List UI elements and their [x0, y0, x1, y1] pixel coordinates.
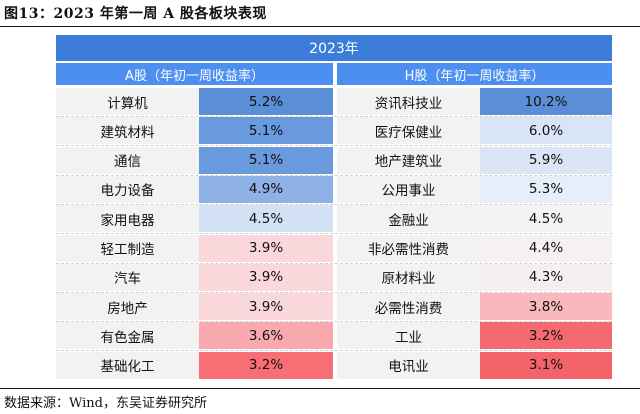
table-row: 房地产 3.9% 必需性消费 3.8% [56, 293, 612, 321]
h-sector-name: 医疗保健业 [337, 117, 480, 145]
a-sector-return: 4.5% [199, 205, 333, 233]
table-row: 汽车 3.9% 原材料业 4.3% [56, 263, 612, 291]
a-sector-name: 建筑材料 [56, 117, 199, 145]
h-sector-return: 3.1% [480, 351, 612, 379]
a-sector-name: 房地产 [56, 293, 199, 321]
row-separator [56, 116, 612, 117]
sector-performance-table: 2023年 A股（年初一周收益率） H股（年初一周收益率） 计算机 5.2% 资讯科… [56, 35, 612, 381]
h-sector-return: 4.3% [480, 263, 612, 291]
h-sector-return: 3.2% [480, 322, 612, 350]
h-sector-name: 公用事业 [337, 175, 480, 203]
source-note: 数据来源：Wind，东吴证券研究所 [4, 396, 207, 411]
a-sector-name: 基础化工 [56, 351, 199, 379]
table-row: 基础化工 3.2% 电讯业 3.1% [56, 351, 612, 379]
table-row: 轻工制造 3.9% 非必需性消费 4.4% [56, 234, 612, 262]
a-sector-return: 5.1% [199, 146, 333, 174]
table-row: 电力设备 4.9% 公用事业 5.3% [56, 175, 612, 203]
h-sector-return: 5.9% [480, 146, 612, 174]
h-sector-name: 资讯科技业 [337, 88, 480, 115]
a-sector-return: 3.6% [199, 322, 333, 350]
a-sector-return: 4.9% [199, 175, 333, 203]
h-sector-name: 必需性消费 [337, 293, 480, 321]
a-sector-name: 通信 [56, 146, 199, 174]
a-sector-name: 电力设备 [56, 175, 199, 203]
a-share-header: A股（年初一周收益率） [56, 63, 333, 85]
h-sector-name: 金融业 [337, 205, 480, 233]
a-sector-return: 3.2% [199, 351, 333, 379]
source-divider [0, 388, 640, 389]
a-sector-name: 家用电器 [56, 205, 199, 233]
h-sector-return: 4.5% [480, 205, 612, 233]
h-sector-name: 地产建筑业 [337, 146, 480, 174]
a-sector-name: 有色金属 [56, 322, 199, 350]
row-separator [56, 145, 612, 147]
table-row: 有色金属 3.6% 工业 3.2% [56, 322, 612, 350]
table-row: 家用电器 4.5% 金融业 4.5% [56, 205, 612, 233]
a-sector-name: 汽车 [56, 263, 199, 291]
row-separator [56, 174, 612, 176]
h-sector-name: 原材料业 [337, 263, 480, 291]
a-sector-name: 轻工制造 [56, 234, 199, 262]
a-sector-name: 计算机 [56, 88, 199, 115]
h-sector-name: 电讯业 [337, 351, 480, 379]
h-sector-return: 5.3% [480, 175, 612, 203]
row-separator [56, 321, 612, 323]
a-sector-return: 3.9% [199, 263, 333, 291]
figure-title: 图13：2023 年第一周 A 股各板块表现 [4, 6, 267, 22]
row-separator [56, 233, 612, 235]
a-sector-return: 3.9% [199, 234, 333, 262]
a-sector-return: 5.2% [199, 88, 333, 115]
table-row: 通信 5.1% 地产建筑业 5.9% [56, 146, 612, 174]
h-sector-return: 10.2% [480, 88, 612, 115]
h-sector-return: 3.8% [480, 293, 612, 321]
row-separator [56, 203, 612, 205]
row-separator [56, 262, 612, 264]
row-separator [56, 350, 612, 352]
year-banner: 2023年 [56, 35, 612, 63]
h-sector-return: 6.0% [480, 117, 612, 145]
h-sector-name: 工业 [337, 322, 480, 350]
table-row: 建筑材料 5.1% 医疗保健业 6.0% [56, 117, 612, 145]
a-sector-return: 5.1% [199, 117, 333, 145]
h-sector-name: 非必需性消费 [337, 234, 480, 262]
row-separator [56, 291, 612, 293]
a-sector-return: 3.9% [199, 293, 333, 321]
h-sector-return: 4.4% [480, 234, 612, 262]
h-share-header: H股（年初一周收益率） [337, 63, 612, 85]
title-divider [0, 26, 640, 27]
table-row: 计算机 5.2% 资讯科技业 10.2% [56, 88, 612, 115]
